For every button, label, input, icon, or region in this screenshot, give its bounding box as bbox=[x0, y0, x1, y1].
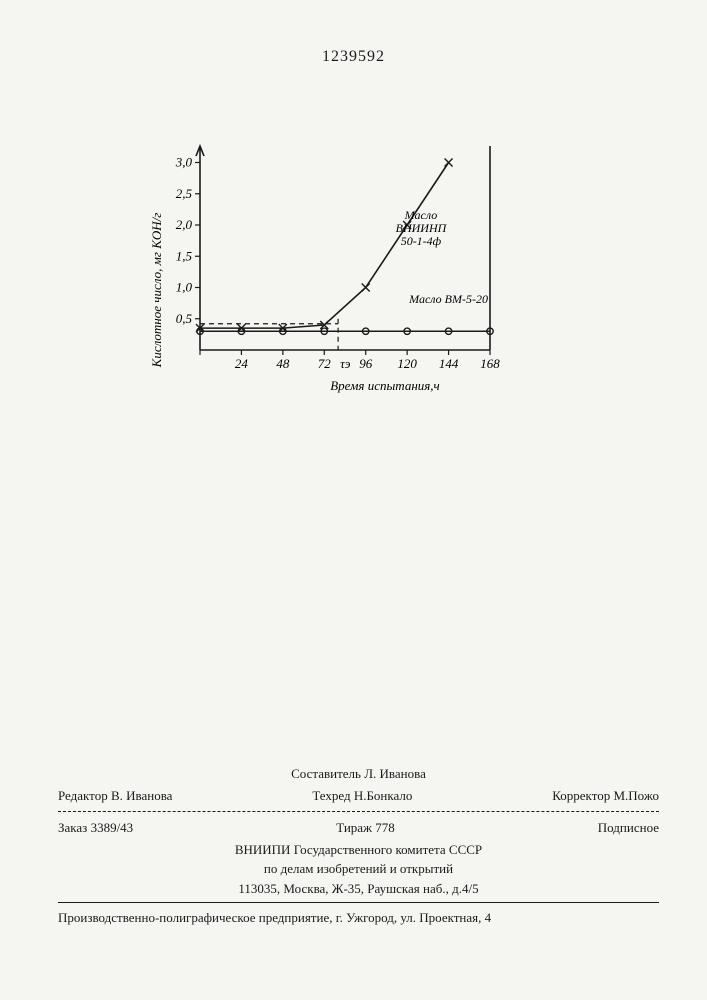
svg-text:Масло ВМ-5-20: Масло ВМ-5-20 bbox=[408, 292, 488, 306]
svg-text:168: 168 bbox=[480, 356, 500, 371]
publication-info: Составитель Л. Иванова Редактор В. Ивано… bbox=[58, 764, 659, 907]
tekhred: Техред Н.Бонкало bbox=[312, 786, 412, 806]
acid-number-chart: 0,5 1,0 1,5 2,0 2,5 3,0 24 48 72 96 120 144 168 Кисло… bbox=[145, 140, 505, 420]
svg-text:2,5: 2,5 bbox=[176, 186, 193, 201]
svg-text:1,0: 1,0 bbox=[176, 280, 193, 295]
document-number: 1239592 bbox=[322, 48, 385, 66]
svg-text:τэ: τэ bbox=[340, 356, 351, 371]
subscription: Подписное bbox=[598, 818, 659, 838]
org-line-2: по делам изобретений и открытий bbox=[58, 859, 659, 879]
order: Заказ 3389/43 bbox=[58, 818, 133, 838]
svg-text:Масло: Масло bbox=[404, 208, 438, 222]
svg-text:144: 144 bbox=[439, 356, 459, 371]
printing-house: Производственно-полиграфическое предприя… bbox=[58, 910, 659, 926]
svg-text:48: 48 bbox=[276, 356, 290, 371]
svg-text:Время испытания,ч: Время испытания,ч bbox=[330, 378, 440, 393]
svg-text:96: 96 bbox=[359, 356, 373, 371]
svg-text:24: 24 bbox=[235, 356, 249, 371]
tirazh: Тираж 778 bbox=[336, 818, 395, 838]
org-line-1: ВНИИПИ Государственного комитета СССР bbox=[58, 840, 659, 860]
corrector: Корректор М.Пожо bbox=[552, 786, 659, 806]
svg-text:120: 120 bbox=[397, 356, 417, 371]
svg-text:0,5: 0,5 bbox=[176, 311, 193, 326]
svg-text:Кислотное число, мг KOH/г: Кислотное число, мг KOH/г bbox=[149, 213, 164, 369]
svg-text:72: 72 bbox=[318, 356, 332, 371]
svg-text:1,5: 1,5 bbox=[176, 248, 193, 263]
compiler-line: Составитель Л. Иванова bbox=[58, 764, 659, 784]
editor: Редактор В. Иванова bbox=[58, 786, 172, 806]
svg-text:2,0: 2,0 bbox=[176, 217, 193, 232]
svg-text:3,0: 3,0 bbox=[175, 155, 193, 170]
org-address: 113035, Москва, Ж-35, Раушская наб., д.4… bbox=[58, 879, 659, 899]
divider bbox=[58, 902, 659, 903]
svg-text:ВНИИНП: ВНИИНП bbox=[396, 221, 448, 235]
divider bbox=[58, 811, 659, 812]
svg-text:50-1-4ф: 50-1-4ф bbox=[401, 234, 442, 248]
